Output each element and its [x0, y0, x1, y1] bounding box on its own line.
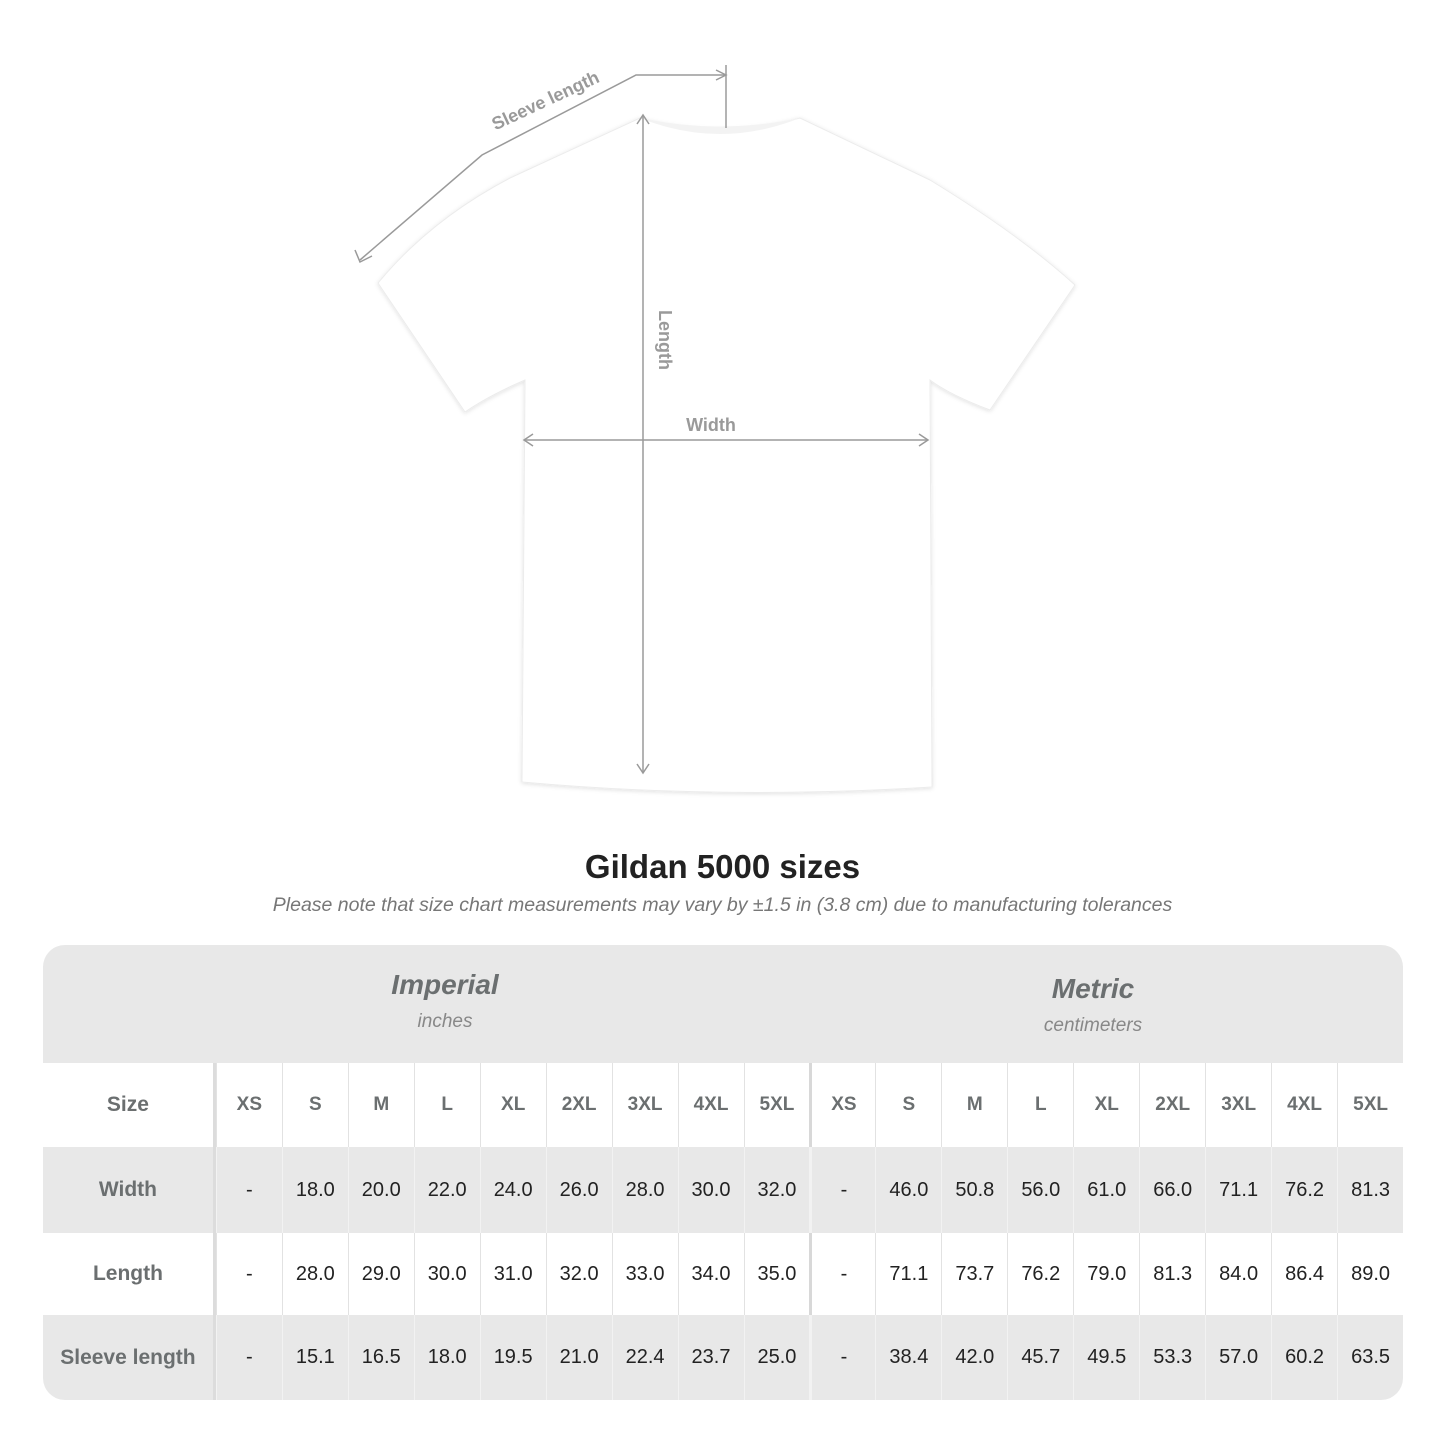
metric-value-cell: 53.3	[1139, 1315, 1205, 1400]
imperial-value-cell: 32.0	[545, 1233, 612, 1315]
imperial-value-cell: 31.0	[479, 1233, 546, 1315]
metric-value-cell: 42.0	[941, 1315, 1007, 1400]
metric-value-cell: 71.1	[1205, 1147, 1271, 1233]
tolerance-note: Please note that size chart measurements…	[272, 894, 1173, 916]
imperial-size-4xl: 4XL	[677, 1063, 744, 1147]
imperial-value-cell: 29.0	[347, 1233, 414, 1315]
imperial-value-cell: 28.0	[611, 1147, 678, 1233]
metric-size-m: M	[941, 1063, 1007, 1147]
chart-title: Gildan 5000 sizes	[584, 848, 861, 885]
imperial-value-cell: 30.0	[413, 1233, 480, 1315]
sleeve-length-line	[359, 74, 726, 261]
imperial-size-s: S	[281, 1063, 348, 1147]
tshirt-diagram: Sleeve length Length Width	[354, 65, 1076, 793]
imperial-value-cell: -	[215, 1315, 282, 1400]
unit-header-band: Imperial inches Metric centimeters	[43, 945, 1403, 1063]
imperial-value-cell: 20.0	[347, 1147, 414, 1233]
metric-size-2xl: 2XL	[1139, 1063, 1205, 1147]
metric-value-cell: 60.2	[1271, 1315, 1337, 1400]
metric-value-cell: 61.0	[1073, 1147, 1139, 1233]
imperial-value-cell: 22.0	[413, 1147, 480, 1233]
size-header-row: Size XS S M L XL 2XL 3XL 4XL 5XL XS S M L XL 2XL 3XL 4XL 5…	[43, 1063, 1403, 1147]
imperial-value-cell: 35.0	[743, 1233, 810, 1315]
row-label: Width	[43, 1147, 216, 1233]
imperial-size-m: M	[347, 1063, 414, 1147]
imperial-value-cell: 28.0	[281, 1233, 348, 1315]
metric-size-5xl: 5XL	[1337, 1063, 1403, 1147]
metric-size-3xl: 3XL	[1205, 1063, 1271, 1147]
imperial-value-cell: 16.5	[347, 1315, 414, 1400]
metric-value-cell: 46.0	[875, 1147, 941, 1233]
imperial-size-5xl: 5XL	[743, 1063, 810, 1147]
metric-value-cell: 81.3	[1337, 1147, 1403, 1233]
imperial-size-l: L	[413, 1063, 480, 1147]
imperial-value-cell: -	[215, 1233, 282, 1315]
imperial-value-cell: 15.1	[281, 1315, 348, 1400]
table-row: Sleeve length -15.1 16.5 18.0 19.5 21.0 22.4 23…	[43, 1315, 1403, 1400]
tshirt-shape	[377, 117, 1076, 793]
metric-value-cell: 38.4	[875, 1315, 941, 1400]
metric-header: Metric centimeters	[893, 973, 1293, 1037]
imperial-value-cell: 33.0	[611, 1233, 678, 1315]
metric-size-xl: XL	[1073, 1063, 1139, 1147]
metric-value-cell: 49.5	[1073, 1315, 1139, 1400]
table-row: Length -28.0 29.0 30.0 31.0 32.0 33.0 34.0 35.0-…	[43, 1233, 1403, 1315]
imperial-value-cell: 19.5	[479, 1315, 546, 1400]
imperial-value-cell: 26.0	[545, 1147, 612, 1233]
metric-value-cell: 57.0	[1205, 1315, 1271, 1400]
size-label: Size	[43, 1063, 216, 1147]
metric-value-cell: -	[809, 1233, 875, 1315]
imperial-value-cell: -	[215, 1147, 282, 1233]
imperial-value-cell: 22.4	[611, 1315, 678, 1400]
table-row: Width -18.0 20.0 22.0 24.0 26.0 28.0 30.0 32.0-4…	[43, 1147, 1403, 1233]
metric-value-cell: 45.7	[1007, 1315, 1073, 1400]
metric-value-cell: 56.0	[1007, 1147, 1073, 1233]
imperial-value-cell: 25.0	[743, 1315, 810, 1400]
width-label: Width	[686, 415, 736, 435]
metric-size-s: S	[875, 1063, 941, 1147]
collar	[640, 118, 800, 134]
metric-value-cell: 86.4	[1271, 1233, 1337, 1315]
imperial-value-cell: 32.0	[743, 1147, 810, 1233]
metric-value-cell: 50.8	[941, 1147, 1007, 1233]
metric-value-cell: 79.0	[1073, 1233, 1139, 1315]
imperial-unit: inches	[417, 1011, 473, 1032]
metric-value-cell: 73.7	[941, 1233, 1007, 1315]
imperial-header: Imperial inches	[245, 969, 645, 1033]
metric-size-l: L	[1007, 1063, 1073, 1147]
metric-value-cell: 84.0	[1205, 1233, 1271, 1315]
imperial-size-2xl: 2XL	[545, 1063, 612, 1147]
metric-value-cell: -	[809, 1147, 875, 1233]
metric-value-cell: 76.2	[1007, 1233, 1073, 1315]
imperial-size-xs: XS	[215, 1063, 282, 1147]
imperial-size-3xl: 3XL	[611, 1063, 678, 1147]
size-table: Imperial inches Metric centimeters Size X…	[43, 945, 1403, 1400]
imperial-title: Imperial	[391, 969, 499, 1000]
imperial-size-xl: XL	[479, 1063, 546, 1147]
metric-value-cell: 63.5	[1337, 1315, 1403, 1400]
metric-title: Metric	[1051, 973, 1135, 1004]
imperial-value-cell: 34.0	[677, 1233, 744, 1315]
imperial-value-cell: 18.0	[281, 1147, 348, 1233]
metric-size-xs: XS	[809, 1063, 875, 1147]
length-label: Length	[655, 310, 675, 370]
metric-unit: centimeters	[1043, 1015, 1143, 1036]
metric-value-cell: -	[809, 1315, 875, 1400]
row-label: Length	[43, 1233, 216, 1315]
imperial-value-cell: 18.0	[413, 1315, 480, 1400]
metric-value-cell: 81.3	[1139, 1233, 1205, 1315]
imperial-value-cell: 24.0	[479, 1147, 546, 1233]
metric-value-cell: 76.2	[1271, 1147, 1337, 1233]
imperial-value-cell: 30.0	[677, 1147, 744, 1233]
imperial-value-cell: 23.7	[677, 1315, 744, 1400]
row-label: Sleeve length	[43, 1315, 216, 1400]
metric-size-4xl: 4XL	[1271, 1063, 1337, 1147]
metric-value-cell: 89.0	[1337, 1233, 1403, 1315]
imperial-value-cell: 21.0	[545, 1315, 612, 1400]
metric-value-cell: 66.0	[1139, 1147, 1205, 1233]
metric-value-cell: 71.1	[875, 1233, 941, 1315]
